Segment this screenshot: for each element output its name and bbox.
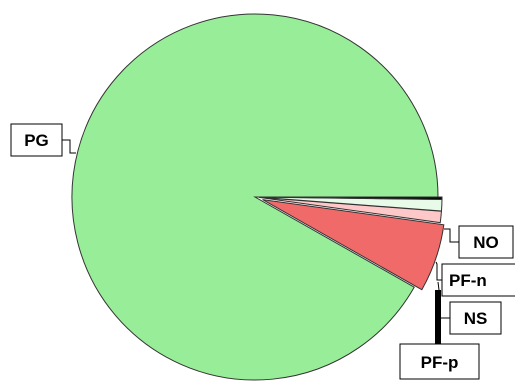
label-pf-n-text: PF-n	[449, 271, 487, 290]
label-pf-n: PF-n	[435, 261, 515, 297]
pie-labels: PG NO PF-n NS PF-p	[10, 123, 515, 380]
label-pf-p-text: PF-p	[421, 353, 459, 372]
pie-slice-no	[262, 199, 445, 291]
label-no: NO	[444, 225, 514, 259]
leader-pg	[62, 139, 76, 154]
label-no-text: NO	[473, 233, 499, 252]
pie-slice-pf-p	[258, 196, 443, 200]
leader-pf-n	[435, 261, 442, 281]
leader-no	[444, 228, 459, 243]
label-ns: NS	[437, 281, 502, 335]
pie-slices	[71, 13, 445, 381]
label-pg: PG	[10, 123, 76, 157]
label-ns-text: NS	[464, 309, 488, 328]
label-pf-p: PF-p	[399, 290, 480, 380]
pie-slice-pg	[71, 13, 439, 381]
label-pg-text: PG	[24, 131, 49, 150]
